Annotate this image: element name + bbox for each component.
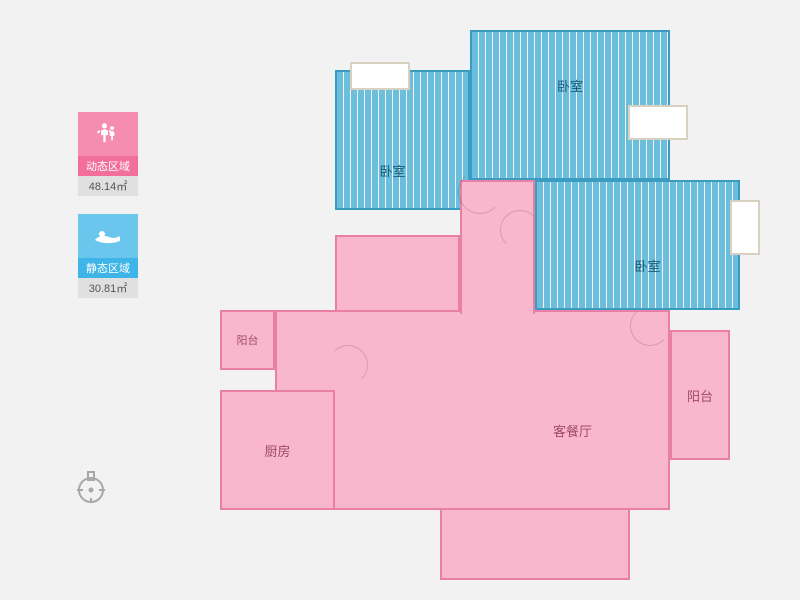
legend-dynamic-label: 动态区域 bbox=[78, 156, 138, 176]
door-arc-2 bbox=[328, 345, 368, 385]
room-label: 阳台 bbox=[237, 332, 259, 348]
room-label: 卧室 bbox=[634, 256, 660, 275]
room-balcony_left: 阳台 bbox=[220, 310, 275, 370]
room-bedroom_left: 卧室 bbox=[335, 70, 470, 210]
room-label: 卧室 bbox=[379, 161, 405, 180]
room-kitchen: 厨房 bbox=[220, 390, 335, 510]
door-arc-1 bbox=[500, 210, 540, 250]
room-label: 卧室 bbox=[557, 76, 583, 95]
room-living_ext_low bbox=[440, 508, 630, 580]
legend-static-label: 静态区域 bbox=[78, 258, 138, 278]
wall-stub-0 bbox=[350, 62, 410, 90]
wall-stub-2 bbox=[730, 200, 760, 255]
sleep-icon bbox=[78, 214, 138, 258]
legend-dynamic-value: 48.14㎡ bbox=[78, 176, 138, 196]
legend-item-static: 静态区域 30.81㎡ bbox=[78, 214, 138, 298]
door-arc-0 bbox=[458, 170, 502, 214]
people-icon bbox=[78, 112, 138, 156]
room-bedroom_right: 卧室 bbox=[535, 180, 740, 310]
room-label: 厨房 bbox=[264, 441, 290, 460]
floor-plan: 卧室卧室卧室卫生间客餐厅阳台厨房阳台 bbox=[190, 10, 800, 590]
wall-stub-1 bbox=[628, 105, 688, 140]
legend-item-dynamic: 动态区域 48.14㎡ bbox=[78, 112, 138, 196]
door-arc-3 bbox=[630, 306, 670, 346]
room-balcony_right: 阳台 bbox=[670, 330, 730, 460]
room-label: 客餐厅 bbox=[553, 421, 592, 440]
compass-icon bbox=[73, 470, 109, 506]
legend: 动态区域 48.14㎡ 静态区域 30.81㎡ bbox=[78, 112, 138, 316]
legend-static-value: 30.81㎡ bbox=[78, 278, 138, 298]
room-label: 阳台 bbox=[687, 386, 713, 405]
